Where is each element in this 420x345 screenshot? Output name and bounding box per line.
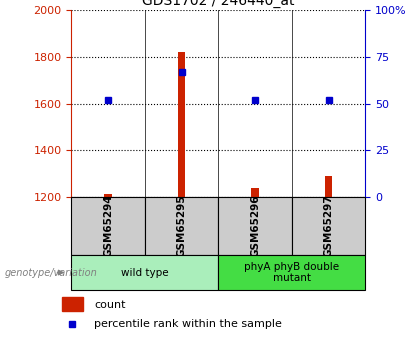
Bar xyxy=(218,255,365,290)
Bar xyxy=(218,197,292,255)
Bar xyxy=(62,297,83,310)
Text: GSM65295: GSM65295 xyxy=(177,195,186,257)
Text: GSM65296: GSM65296 xyxy=(250,195,260,257)
Bar xyxy=(71,197,145,255)
Text: genotype/variation: genotype/variation xyxy=(4,268,97,277)
Bar xyxy=(252,188,259,197)
Text: wild type: wild type xyxy=(121,268,169,277)
Text: GSM65297: GSM65297 xyxy=(324,195,333,257)
Text: GSM65294: GSM65294 xyxy=(103,195,113,257)
Title: GDS1702 / 246440_at: GDS1702 / 246440_at xyxy=(142,0,295,8)
Bar xyxy=(105,194,112,197)
Text: count: count xyxy=(94,300,126,310)
Text: phyA phyB double
mutant: phyA phyB double mutant xyxy=(244,262,339,283)
Bar xyxy=(325,176,332,197)
Bar xyxy=(145,197,218,255)
Text: percentile rank within the sample: percentile rank within the sample xyxy=(94,319,282,329)
Bar xyxy=(71,255,218,290)
Bar xyxy=(178,52,185,197)
Bar xyxy=(292,197,365,255)
